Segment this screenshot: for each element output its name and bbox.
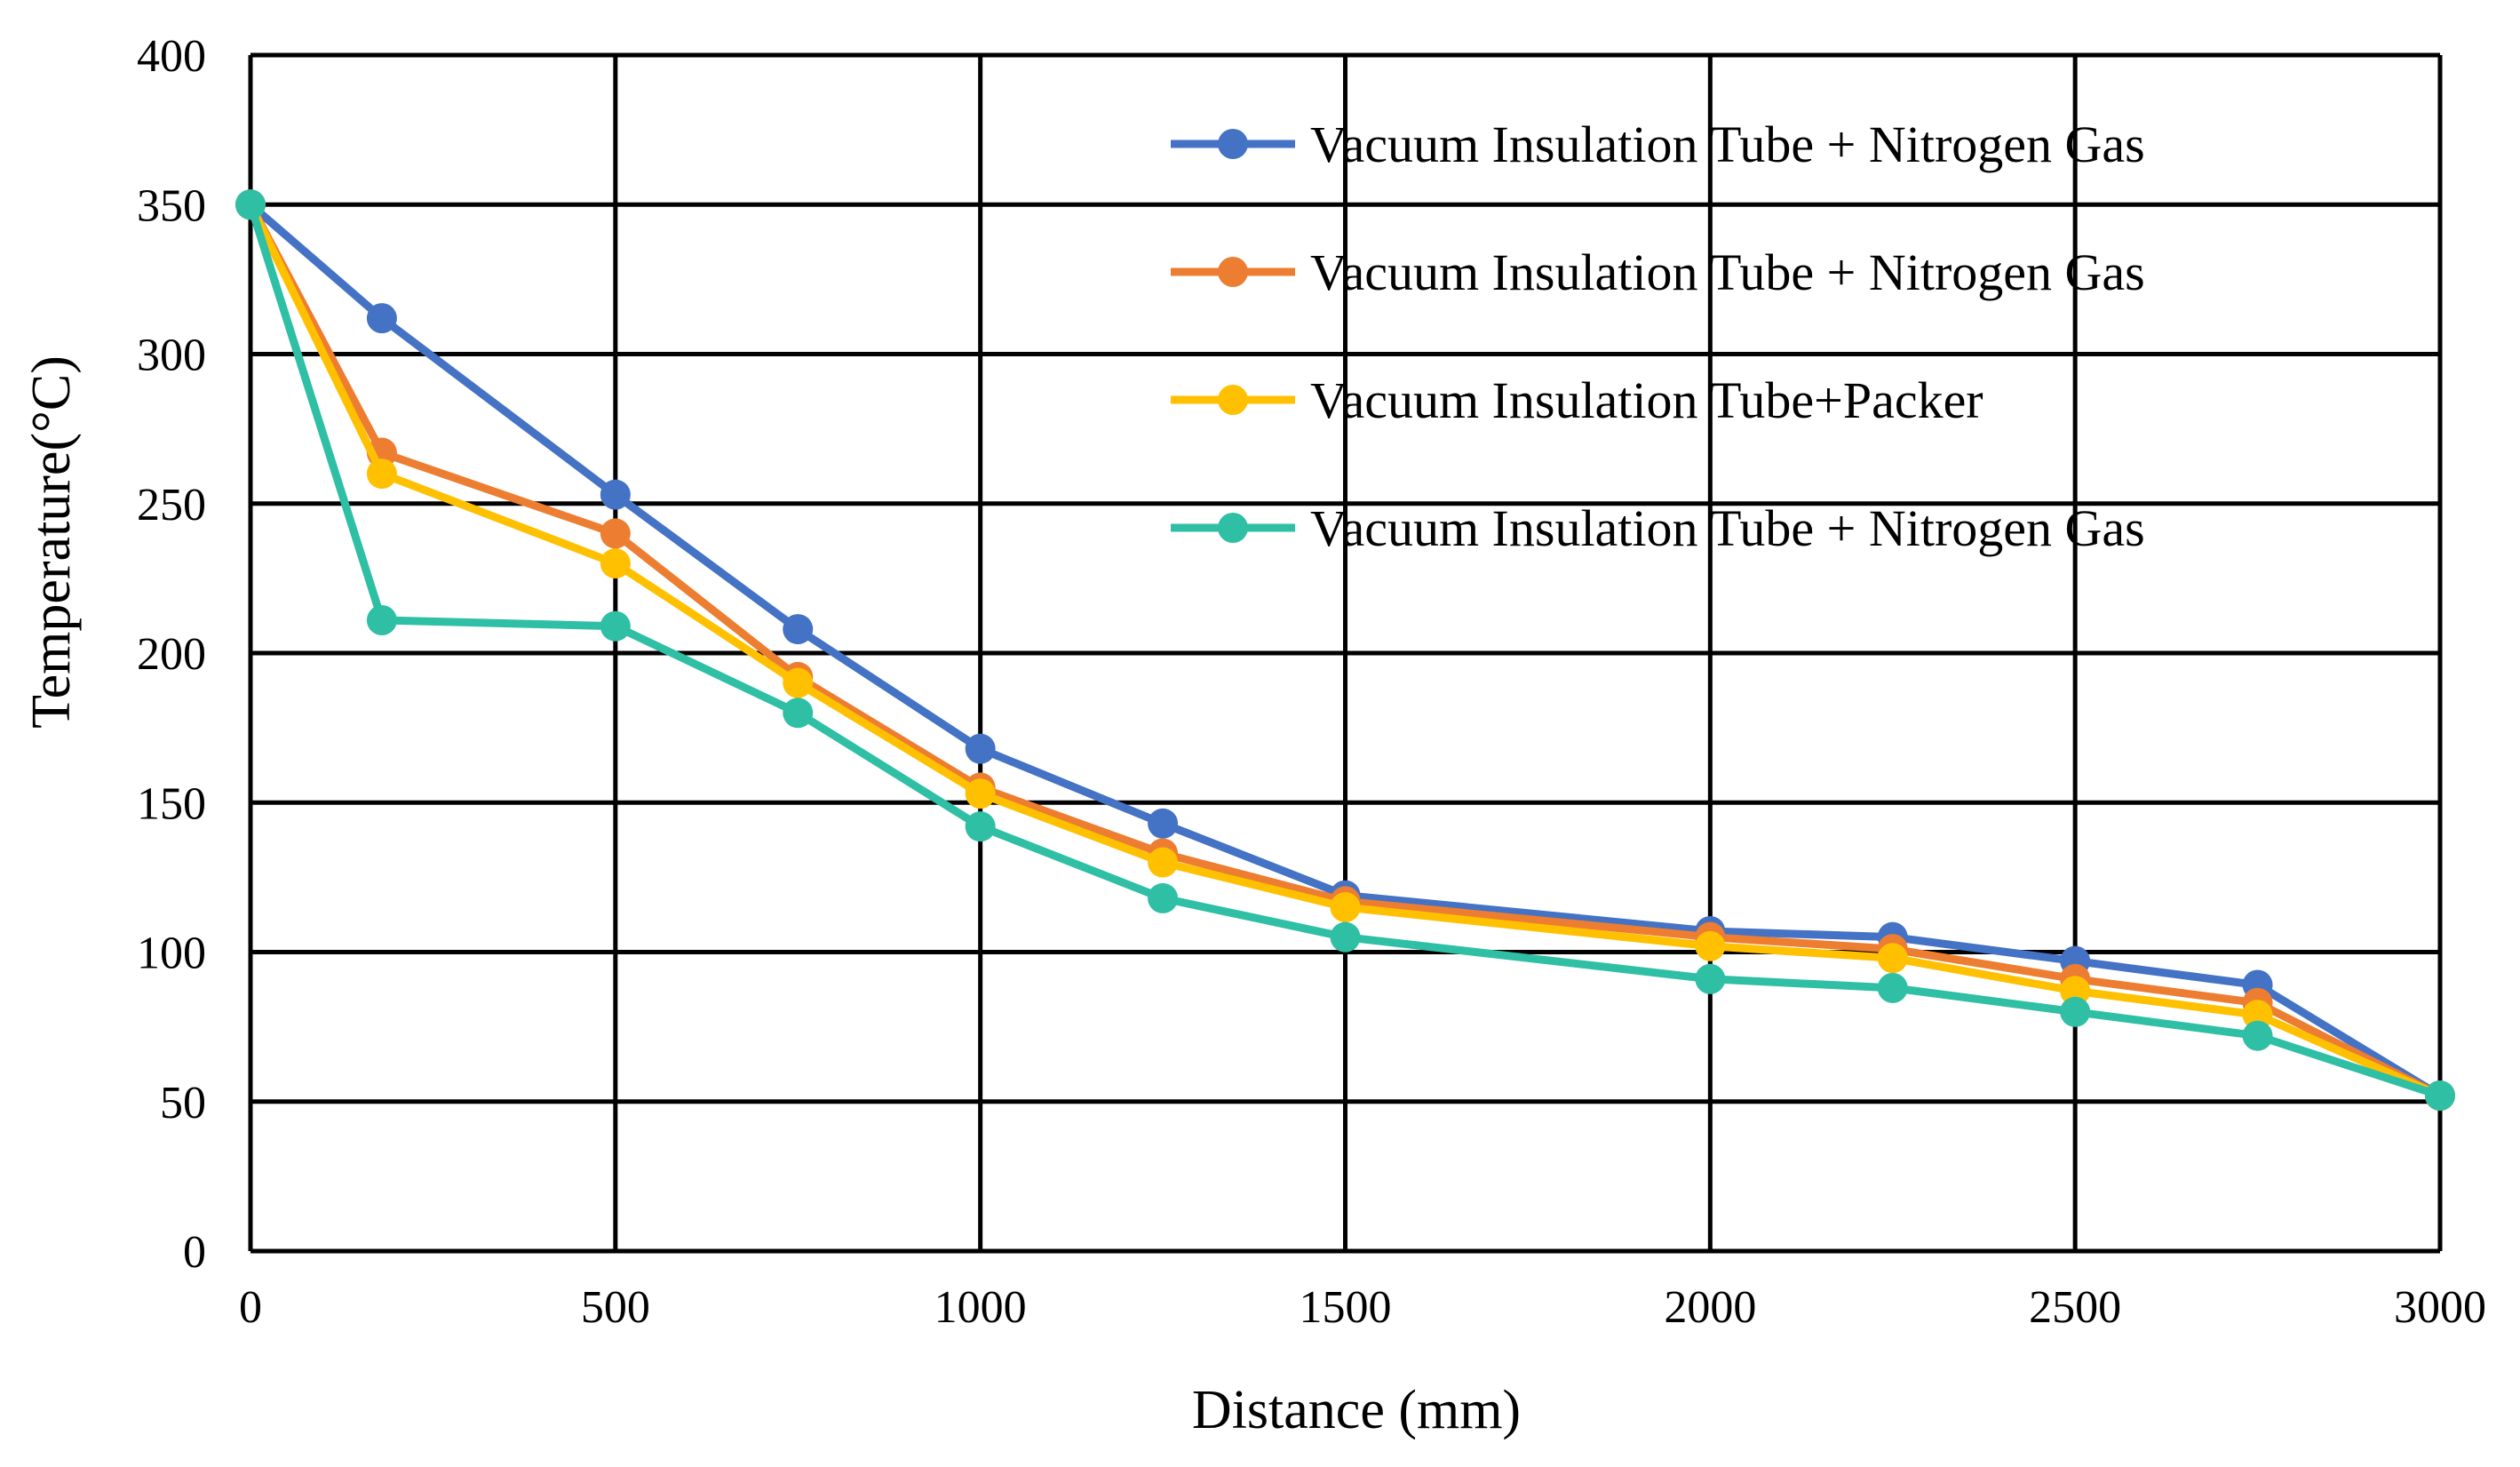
data-point [366, 303, 397, 334]
legend-label: Vacuum Insulation Tube + Nitrogen Gas [1310, 116, 2145, 173]
legend-marker [1218, 257, 1248, 287]
data-point [965, 811, 996, 842]
x-tick-label: 2000 [1664, 1282, 1756, 1333]
legend-entry: Vacuum Insulation Tube+Packer [1171, 371, 1983, 429]
data-point [1695, 930, 1726, 961]
data-point [366, 458, 397, 490]
x-tick-label: 2500 [2029, 1282, 2121, 1333]
x-tick-label: 3000 [2394, 1282, 2486, 1333]
series-4 [235, 189, 2455, 1112]
series-line [246, 200, 2444, 1100]
data-point [1877, 943, 1908, 974]
data-point [1148, 882, 1179, 913]
series-lines [235, 189, 2455, 1112]
legend-marker [1218, 129, 1248, 159]
y-tick-label: 350 [137, 180, 206, 231]
data-point [2060, 976, 2091, 1007]
series-line [246, 200, 2444, 1100]
series-line [246, 200, 2444, 1100]
data-point [965, 778, 996, 809]
data-point [1148, 847, 1179, 878]
data-point [2425, 1080, 2455, 1112]
legend-marker [1218, 385, 1248, 415]
data-point [2242, 1000, 2273, 1031]
y-tick-label: 100 [137, 929, 206, 979]
y-axis-title: Temperature(°C) [21, 355, 82, 729]
data-point [965, 733, 996, 764]
data-point [366, 604, 397, 635]
data-point [600, 548, 631, 579]
data-point [1330, 921, 1361, 953]
data-point [1695, 963, 1726, 994]
data-point [783, 667, 814, 698]
data-point [783, 698, 814, 729]
x-tick-label: 1000 [934, 1282, 1027, 1333]
y-tick-label: 200 [137, 629, 206, 680]
data-point [1148, 808, 1179, 839]
x-tick-label: 500 [581, 1282, 650, 1333]
x-tick-label: 1500 [1300, 1282, 1392, 1333]
data-point [235, 189, 266, 220]
y-tick-label: 50 [160, 1078, 206, 1128]
y-tick-label: 400 [137, 31, 206, 82]
tick-labels: 0 50 100 150 200 250 300 350 400 0 500 1000 1500 2000… [137, 31, 2486, 1333]
y-tick-label: 0 [183, 1227, 206, 1278]
data-point [600, 518, 631, 549]
data-point [600, 479, 631, 510]
legend-entry: Vacuum Insulation Tube + Nitrogen Gas [1171, 243, 2145, 301]
data-point [600, 610, 631, 642]
legend-entry: Vacuum Insulation Tube + Nitrogen Gas [1171, 499, 2145, 557]
legend-entry: Vacuum Insulation Tube + Nitrogen Gas [1171, 116, 2145, 173]
x-axis-title: Distance (mm) [1192, 1380, 1521, 1440]
legend-label: Vacuum Insulation Tube + Nitrogen Gas [1310, 499, 2145, 557]
series-line [246, 200, 2444, 1100]
data-point [2242, 1020, 2273, 1051]
x-tick-label: 0 [239, 1282, 262, 1333]
legend-label: Vacuum Insulation Tube+Packer [1310, 371, 1983, 429]
y-tick-label: 300 [137, 331, 206, 381]
legend-marker [1218, 513, 1248, 543]
data-point [1877, 972, 1908, 1003]
data-point [783, 614, 814, 645]
legend: Vacuum Insulation Tube + Nitrogen Gas Vac… [1171, 116, 2145, 557]
grid [248, 52, 2443, 1254]
y-tick-label: 150 [137, 778, 206, 829]
data-point [1330, 892, 1361, 923]
y-tick-label: 250 [137, 480, 206, 530]
data-point [2060, 996, 2091, 1027]
legend-label: Vacuum Insulation Tube + Nitrogen Gas [1310, 243, 2145, 301]
